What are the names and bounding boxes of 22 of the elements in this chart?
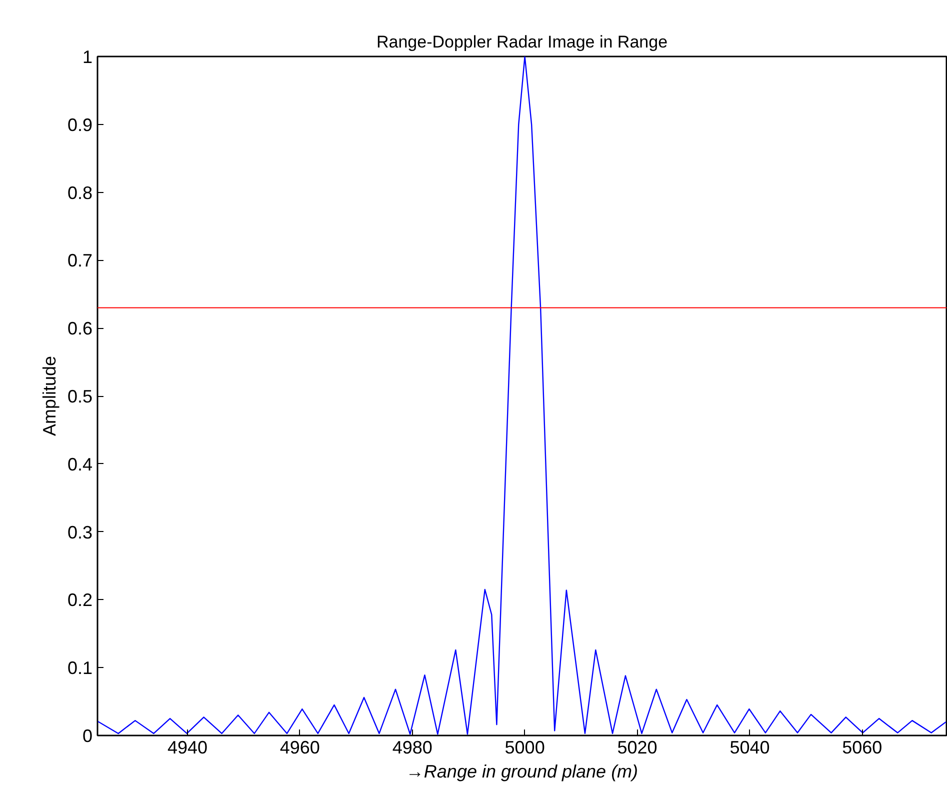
y-tick-label: 0.3 bbox=[67, 522, 93, 542]
y-tick-label: 0.5 bbox=[67, 386, 93, 406]
y-tick-label: 0.1 bbox=[67, 658, 93, 678]
x-tick-label: 5040 bbox=[730, 738, 770, 758]
y-tick-label: 0.6 bbox=[67, 318, 93, 339]
y-tick-label: 0.8 bbox=[67, 182, 93, 203]
x-tick-label: 5060 bbox=[842, 738, 882, 758]
x-tick-label: 4960 bbox=[280, 738, 320, 758]
y-axis-title: Amplitude bbox=[39, 356, 60, 436]
y-tick-label: 1 bbox=[82, 47, 93, 67]
x-tick-label: 4940 bbox=[167, 738, 208, 758]
y-tick-label: 0 bbox=[82, 726, 93, 746]
x-tick-label: 5000 bbox=[504, 738, 545, 758]
line-series bbox=[98, 56, 946, 735]
y-tick-label: 0.9 bbox=[67, 114, 93, 135]
x-tick-label: 5020 bbox=[617, 738, 658, 758]
y-tick-label: 0.7 bbox=[67, 250, 93, 271]
x-tick-label: 4980 bbox=[392, 738, 432, 758]
y-tick-label: 0.4 bbox=[67, 454, 93, 474]
y-tick-label: 0.2 bbox=[67, 590, 93, 610]
chart-title: Range-Doppler Radar Image in Range bbox=[376, 32, 668, 52]
x-axis-title: →Range in ground plane (m) bbox=[406, 762, 638, 782]
